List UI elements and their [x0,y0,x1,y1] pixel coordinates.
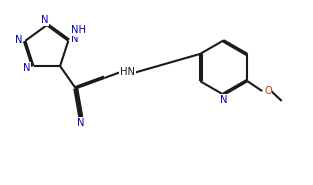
Text: N: N [71,34,79,44]
Text: N: N [220,95,228,105]
Text: 1H: 1H [75,27,88,36]
Text: NH: NH [71,25,86,36]
Text: N: N [15,35,23,45]
Text: N: N [23,63,31,73]
Text: N: N [77,118,85,128]
Text: N: N [41,16,49,26]
Text: HN: HN [120,67,135,77]
Text: O: O [264,86,272,96]
